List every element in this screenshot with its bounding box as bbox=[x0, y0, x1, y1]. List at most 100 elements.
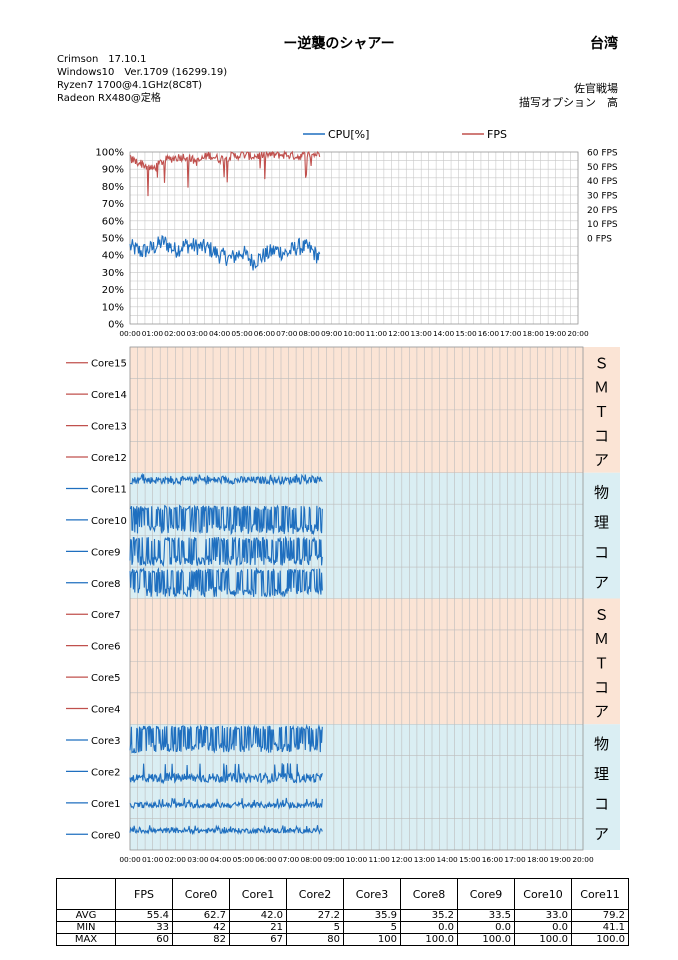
spec-gpu: Radeon RX480@定格 bbox=[57, 93, 161, 104]
lane-label: Core3 bbox=[91, 736, 121, 747]
x-tick-label: 03:00 bbox=[187, 329, 209, 338]
core-group-label-char: Ｍ bbox=[594, 379, 609, 397]
stats-row-label: MAX bbox=[56, 933, 116, 946]
y-left-tick-label: 20% bbox=[102, 285, 124, 296]
x-tick-label: 15:00 bbox=[455, 329, 477, 338]
stats-table: FPS Core0 Core1 Core2 Core3 Core8 Core9 … bbox=[56, 878, 629, 946]
y-left-tick-label: 50% bbox=[102, 234, 124, 245]
cpu-fps-chart: 0% 10% 20% 30% 40% 50% 60% 70% 80% 90% 100% 0 FPS 10… bbox=[95, 128, 618, 338]
lane-label: Core5 bbox=[91, 673, 121, 684]
x-tick-label: 09:00 bbox=[323, 855, 345, 864]
region-label: 台湾 bbox=[590, 36, 618, 52]
x-tick-label: 07:00 bbox=[276, 329, 298, 338]
plot-frame bbox=[129, 151, 579, 325]
stats-col-header: Core8 bbox=[400, 878, 458, 910]
core-series-line bbox=[129, 472, 323, 486]
stats-col-header: FPS bbox=[115, 878, 173, 910]
y-right-tick-label: 20 FPS bbox=[587, 206, 618, 216]
x-tick-label: 17:00 bbox=[504, 855, 526, 864]
cpu-series-line bbox=[129, 234, 321, 271]
x-tick-label: 12:00 bbox=[388, 329, 410, 338]
core-group-label-char: Ｓ bbox=[594, 355, 609, 373]
x-tick-label: 03:00 bbox=[187, 855, 209, 864]
stats-header-row: FPS Core0 Core1 Core2 Core3 Core8 Core9 … bbox=[56, 878, 629, 910]
y-right-tick-label: 0 FPS bbox=[587, 235, 612, 245]
stats-cell: 35.2 bbox=[400, 909, 458, 922]
x-tick-label: 20:00 bbox=[567, 329, 589, 338]
x-tick-label: 14:00 bbox=[436, 855, 458, 864]
x-tick-label: 13:00 bbox=[411, 329, 433, 338]
stats-col-header: Core11 bbox=[571, 878, 629, 910]
spec-os: Windows10 Ver.1709 (16299.19) bbox=[57, 67, 228, 78]
stats-col-header: Core2 bbox=[286, 878, 344, 910]
x-tick-label: 16:00 bbox=[478, 329, 500, 338]
stats-cell: 33.0 bbox=[514, 909, 572, 922]
stats-col-header: Core3 bbox=[343, 878, 401, 910]
core-group-label-char: コ bbox=[594, 544, 609, 562]
stats-cell: 5 bbox=[286, 921, 344, 934]
core-group-label-char: ア bbox=[594, 451, 609, 469]
y-left-tick-label: 60% bbox=[102, 216, 124, 227]
x-tick-label: 04:00 bbox=[210, 855, 232, 864]
x-tick-label: 09:00 bbox=[321, 329, 343, 338]
x-tick-label: 18:00 bbox=[523, 329, 545, 338]
lane-label: Core9 bbox=[91, 547, 121, 558]
lane-label: Core12 bbox=[91, 453, 127, 464]
core-group-label-char: Ｔ bbox=[594, 654, 609, 672]
x-tick-label: 00:00 bbox=[119, 329, 141, 338]
x-tick-label: 06:00 bbox=[255, 855, 277, 864]
lane-label: Core8 bbox=[91, 579, 121, 590]
stats-cell: 0.0 bbox=[514, 921, 572, 934]
map-name: 佐官戦場 bbox=[574, 82, 618, 95]
core-group-label-char: 理 bbox=[594, 765, 609, 783]
x-tick-label: 06:00 bbox=[254, 329, 276, 338]
stats-cell: 41.1 bbox=[571, 921, 629, 934]
lane-label: Core7 bbox=[91, 610, 121, 621]
x-tick-label: 00:00 bbox=[119, 855, 141, 864]
y-left-tick-label: 0% bbox=[108, 320, 124, 331]
stats-row-min: MIN 33 42 21 5 5 0.0 0.0 0.0 41.1 bbox=[56, 921, 629, 934]
x-tick-label: 11:00 bbox=[368, 855, 390, 864]
x-tick-label: 13:00 bbox=[414, 855, 436, 864]
x-tick-label: 16:00 bbox=[482, 855, 504, 864]
stats-row-label: AVG bbox=[56, 909, 116, 922]
core-group-label-char: コ bbox=[594, 679, 609, 697]
y-right-tick-label: 60 FPS bbox=[587, 149, 618, 159]
x-tick-label: 07:00 bbox=[278, 855, 300, 864]
stats-cell: 33.5 bbox=[457, 909, 515, 922]
x-tick-label: 08:00 bbox=[299, 329, 321, 338]
legend-label: CPU[%] bbox=[328, 128, 369, 141]
x-tick-label: 10:00 bbox=[346, 855, 368, 864]
y-right-tick-label: 30 FPS bbox=[587, 192, 618, 202]
stats-row-max: MAX 60 82 67 80 100 100.0 100.0 100.0 10… bbox=[56, 933, 629, 946]
lane-label: Core14 bbox=[91, 390, 127, 401]
core-series-line bbox=[129, 797, 323, 810]
y-right-tick-label: 40 FPS bbox=[587, 177, 618, 187]
stats-cell: 35.9 bbox=[343, 909, 401, 922]
stats-cell: 100.0 bbox=[457, 933, 515, 946]
stats-cell: 33 bbox=[115, 921, 173, 934]
core-group-label-char: 物 bbox=[594, 735, 609, 753]
stats-cell: 55.4 bbox=[115, 909, 173, 922]
core-group-label-char: コ bbox=[594, 427, 609, 445]
stats-col-header: Core9 bbox=[457, 878, 515, 910]
x-tick-label: 15:00 bbox=[459, 855, 481, 864]
core-series-line bbox=[129, 763, 323, 785]
core-usage-chart: ＳＭＴコア物理コアＳＭＴコア物理コアCore15Core14Core13Core… bbox=[66, 346, 620, 864]
x-tick-label: 20:00 bbox=[572, 855, 594, 864]
core-series-line bbox=[129, 504, 323, 536]
y-right-tick-label: 50 FPS bbox=[587, 163, 618, 173]
spec-driver: Crimson 17.10.1 bbox=[57, 54, 147, 65]
stats-cell: 80 bbox=[286, 933, 344, 946]
y-right-tick-label: 10 FPS bbox=[587, 220, 618, 230]
stats-cell: 100.0 bbox=[400, 933, 458, 946]
render-option: 描写オプション 高 bbox=[519, 96, 618, 109]
x-tick-label: 12:00 bbox=[391, 855, 413, 864]
x-tick-label: 05:00 bbox=[231, 329, 253, 338]
core-group-label-char: 物 bbox=[594, 484, 609, 502]
x-tick-label: 01:00 bbox=[142, 855, 164, 864]
legend-label: FPS bbox=[487, 128, 507, 141]
y-left-tick-label: 10% bbox=[102, 302, 124, 313]
x-tick-label: 02:00 bbox=[164, 329, 186, 338]
core-group-label-char: ア bbox=[594, 574, 609, 592]
